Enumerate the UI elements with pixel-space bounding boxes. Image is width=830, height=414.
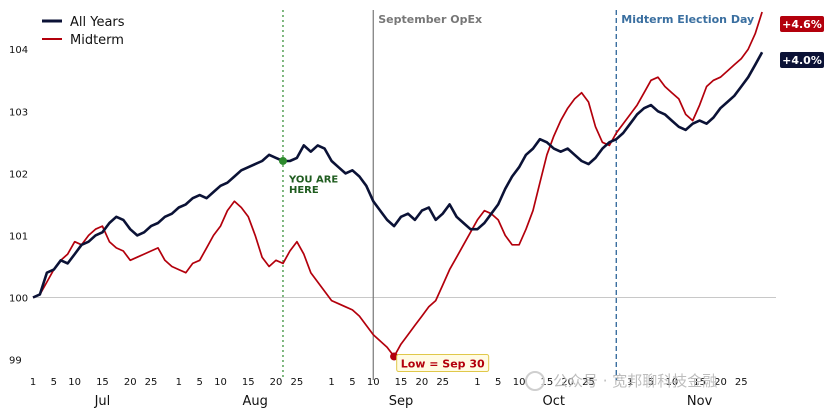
y-tick-label: 102 [9,169,28,180]
x-tick-label: 20 [415,377,428,388]
x-tick-label: 25 [436,377,449,388]
watermark: 公众号 · 宽邦聊科技金融 [525,371,717,391]
month-label: Nov [687,394,713,409]
y-axis-ticks: 99 100 101 102 103 104 [9,45,28,366]
x-tick-label: 10 [214,377,227,388]
end-badge-text-1: +4.0% [782,54,822,67]
x-tick-label: 20 [124,377,137,388]
x-tick-label: 25 [582,377,595,388]
series-line-all-years [32,51,764,299]
x-tick-label: 5 [196,377,202,388]
month-label: Jul [94,394,111,409]
x-tick-label: 10 [513,377,526,388]
you-are-here-label-1: HERE [289,185,319,196]
event-lines-layer: September OpEx Midterm Election Day [282,10,754,380]
markers-layer [278,156,399,361]
month-label: Aug [243,394,268,409]
y-tick-label: 100 [9,294,28,305]
low-label-text: Low = Sep 30 [401,358,485,371]
legend: All Years Midterm [42,15,125,48]
month-label: Oct [543,394,565,409]
end-value-badges: +4.6% +4.0% [780,16,824,68]
month-label: Sep [389,394,414,409]
end-badge-1 [780,52,824,68]
x-tick-label: 25 [735,377,748,388]
x-axis-months: Jul Aug Sep Oct Nov [94,394,713,409]
x-tick-label: 25 [291,377,304,388]
y-tick-label: 104 [9,45,28,56]
y-tick-label: 103 [9,107,28,118]
end-badge-text-0: +4.6% [782,18,822,31]
point-marker-0 [278,156,287,165]
x-tick-label: 1 [176,377,182,388]
x-tick-label: 10 [367,377,380,388]
x-tick-label: 15 [540,377,553,388]
legend-label-all-years: All Years [70,15,125,30]
x-axis-ticks: 1 5 10 15 20 25 1 5 10 15 20 25 1 5 10 15 20 25 1 5 10 15 20 25… [30,377,748,388]
x-tick-label: 20 [561,377,574,388]
x-tick-label: 15 [693,377,706,388]
y-tick-label: 99 [9,356,22,367]
series-layer [32,11,764,358]
watermark-text: 公众号 · 宽邦聊科技金融 [553,372,717,390]
wechat-icon [525,371,545,391]
x-tick-label: 1 [328,377,334,388]
x-tick-label: 5 [349,377,355,388]
x-tick-label: 15 [395,377,408,388]
low-label-box [396,354,490,373]
series-line-midterm [32,11,763,358]
x-tick-label: 20 [270,377,283,388]
you-are-here-label-0: YOU ARE [288,175,338,186]
x-tick-label: 1 [474,377,480,388]
x-tick-label: 25 [145,377,158,388]
x-tick-label: 1 [627,377,633,388]
end-badge-0 [780,16,824,32]
x-tick-label: 5 [648,377,654,388]
y-tick-label: 101 [9,231,28,242]
x-tick-label: 20 [714,377,727,388]
x-tick-label: 10 [68,377,81,388]
legend-label-midterm: Midterm [70,33,124,48]
x-tick-label: 15 [96,377,109,388]
x-tick-label: 5 [51,377,57,388]
event-label-1: September OpEx [378,13,482,26]
x-tick-label: 5 [495,377,501,388]
x-tick-label: 1 [30,377,36,388]
x-tick-label: 10 [665,377,678,388]
event-label-2: Midterm Election Day [621,13,754,26]
point-marker-1 [390,352,399,361]
x-tick-label: 15 [242,377,255,388]
